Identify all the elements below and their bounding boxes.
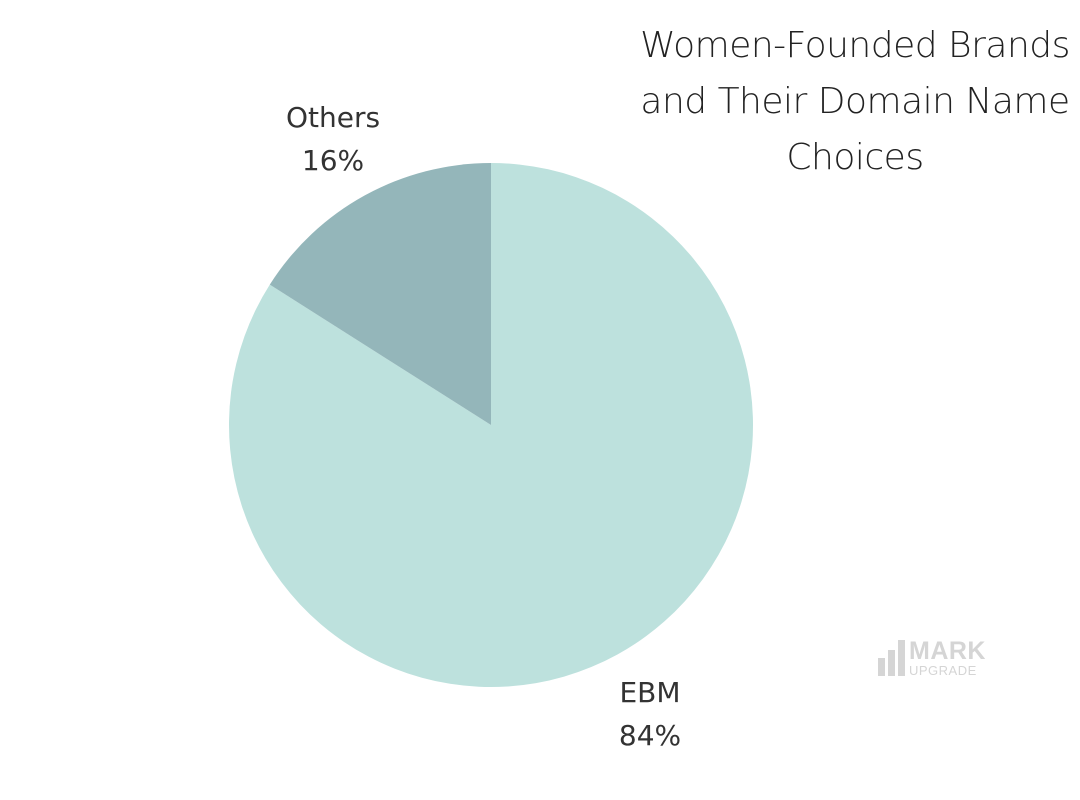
slice-name-others: Others	[285, 101, 381, 134]
chart-title: Women-Founded Brands and Their Domain Na…	[620, 18, 1080, 186]
slice-value-ebm: 84%	[618, 719, 682, 752]
pie-slices	[229, 162, 754, 687]
slice-name-ebm: EBM	[619, 676, 681, 709]
slice-label-ebm: EBM 84%	[590, 671, 710, 757]
watermark-text-sub: UPGRADE	[909, 663, 977, 678]
pie-slice-ebm	[229, 162, 754, 687]
chart-title-line-1: Women-Founded Brands	[640, 25, 1070, 66]
pie-slice-others	[269, 163, 491, 425]
slice-value-others: 16%	[301, 144, 365, 177]
chart-title-line-3: Choices	[786, 137, 924, 178]
watermark-text-main: MARK	[909, 637, 986, 665]
bar-chart-logo-icon	[878, 640, 905, 676]
watermark-logo: MARK UPGRADE	[878, 638, 986, 678]
slice-label-others: Others 16%	[268, 96, 398, 182]
chart-title-line-2: and Their Domain Name	[640, 81, 1070, 122]
